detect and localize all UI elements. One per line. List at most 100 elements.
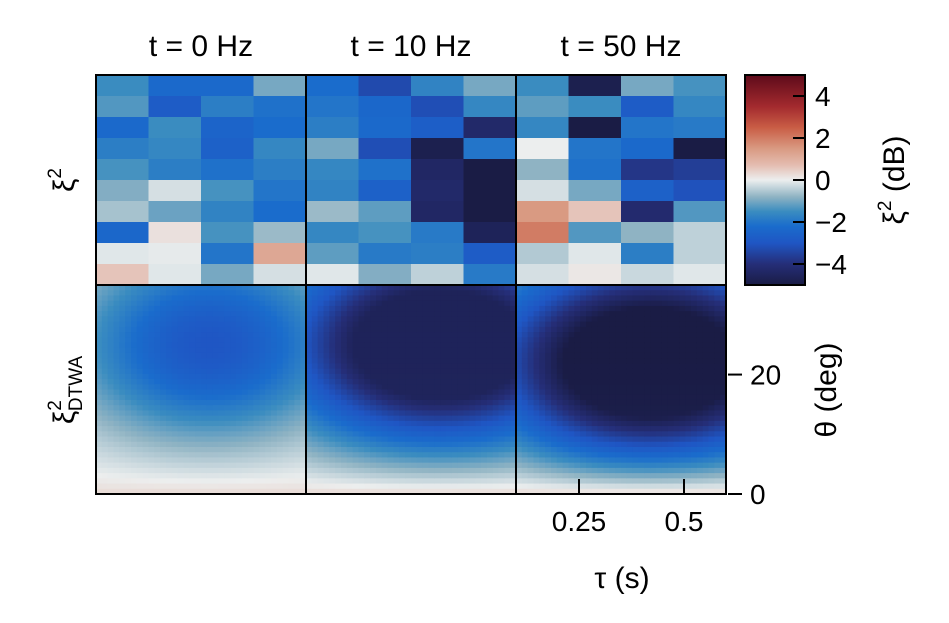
dtwa-cell — [603, 436, 610, 443]
dtwa-cell — [696, 358, 704, 364]
dtwa-cell — [644, 285, 651, 291]
dtwa-cell — [691, 363, 698, 370]
dtwa-cell — [661, 311, 669, 317]
dtwa-cell — [696, 337, 704, 344]
dtwa-cell — [632, 311, 640, 317]
dtwa-cell — [311, 488, 319, 495]
dtwa-cell — [457, 368, 465, 375]
dtwa-cell — [615, 399, 622, 406]
dtwa-cell — [597, 352, 605, 359]
dtwa-cell — [341, 311, 348, 317]
heatmap-cell — [358, 222, 412, 244]
dtwa-cell — [183, 462, 190, 469]
heatmap-cell — [201, 222, 255, 244]
heatmap-cell — [358, 201, 412, 223]
dtwa-cell — [271, 368, 278, 375]
dtwa-cell — [335, 426, 342, 432]
dtwa-cell — [685, 389, 692, 396]
dtwa-cell — [241, 483, 249, 490]
dtwa-cell — [142, 332, 150, 338]
dtwa-cell — [539, 415, 546, 422]
dtwa-cell — [405, 415, 412, 422]
dtwa-cell — [632, 431, 640, 438]
dtwa-cell — [650, 326, 657, 333]
dtwa-cell — [492, 332, 500, 338]
dtwa-cell — [352, 305, 360, 312]
dtwa-cell — [241, 446, 249, 453]
dtwa-cell — [323, 488, 330, 495]
dtwa-cell — [679, 389, 686, 396]
dtwa-cell — [644, 394, 651, 401]
dtwa-cell — [148, 436, 155, 443]
dtwa-cell — [580, 316, 587, 323]
dtwa-cell — [562, 399, 570, 406]
dtwa-cell — [702, 478, 710, 485]
dtwa-cell — [171, 305, 179, 312]
dtwa-cell — [516, 321, 523, 328]
dtwa-cell — [119, 462, 126, 469]
dtwa-cell — [131, 399, 138, 406]
dtwa-cell — [521, 326, 529, 333]
dtwa-cell — [346, 415, 354, 422]
dtwa-cell — [265, 311, 272, 317]
dtwa-cell — [685, 420, 692, 427]
dtwa-cell — [136, 305, 144, 312]
dtwa-cell — [568, 300, 575, 307]
dtwa-cell — [591, 420, 599, 427]
dtwa-cell — [201, 337, 208, 344]
dtwa-cell — [288, 295, 295, 302]
dtwa-cell — [381, 332, 389, 338]
dtwa-cell — [638, 347, 645, 354]
dtwa-cell — [276, 431, 284, 438]
dtwa-cell — [201, 483, 208, 490]
dtwa-cell — [364, 363, 371, 370]
dtwa-cell — [113, 410, 120, 417]
dtwa-cell — [236, 488, 243, 495]
dtwa-cell — [568, 384, 575, 391]
dtwa-cell — [236, 399, 243, 406]
dtwa-cell — [422, 290, 430, 297]
dtwa-cell — [615, 426, 622, 432]
dtwa-cell — [434, 373, 441, 380]
dtwa-cell — [638, 342, 645, 349]
dtwa-cell — [399, 384, 406, 391]
dtwa-cell — [621, 452, 628, 459]
dtwa-cell — [236, 467, 243, 474]
dtwa-cell — [644, 467, 651, 474]
dtwa-cell — [376, 457, 383, 464]
dtwa-cell — [521, 316, 529, 323]
dtwa-cell — [498, 321, 505, 328]
dtwa-cell — [451, 379, 459, 385]
dtwa-cell — [329, 405, 336, 411]
dtwa-cell — [370, 332, 377, 338]
dtwa-cell — [638, 473, 645, 479]
dtwa-cell — [411, 415, 418, 422]
dtwa-cell — [428, 305, 435, 312]
dtwa-cell — [171, 368, 179, 375]
dtwa-cell — [282, 431, 290, 438]
dtwa-cell — [364, 326, 371, 333]
dtwa-cell — [335, 368, 342, 375]
dtwa-cell — [370, 379, 377, 385]
dtwa-cell — [125, 410, 132, 417]
dtwa-cell — [311, 321, 319, 328]
dtwa-cell — [253, 363, 260, 370]
dtwa-cell — [96, 488, 103, 495]
dtwa-cell — [492, 316, 500, 323]
dtwa-cell — [166, 337, 173, 344]
dtwa-cell — [545, 415, 552, 422]
dtwa-cell — [667, 467, 675, 474]
dtwa-cell — [720, 326, 727, 333]
dtwa-cell — [667, 358, 675, 364]
dtwa-cell — [626, 431, 634, 438]
dtwa-cell — [189, 316, 196, 323]
dtwa-cell — [661, 399, 669, 406]
dtwa-cell — [673, 467, 680, 474]
dtwa-cell — [492, 337, 500, 344]
dtwa-cell — [148, 342, 155, 349]
dtwa-cell — [685, 332, 692, 338]
dtwa-cell — [300, 285, 307, 291]
dtwa-cell — [714, 342, 721, 349]
dtwa-cell — [451, 462, 459, 469]
